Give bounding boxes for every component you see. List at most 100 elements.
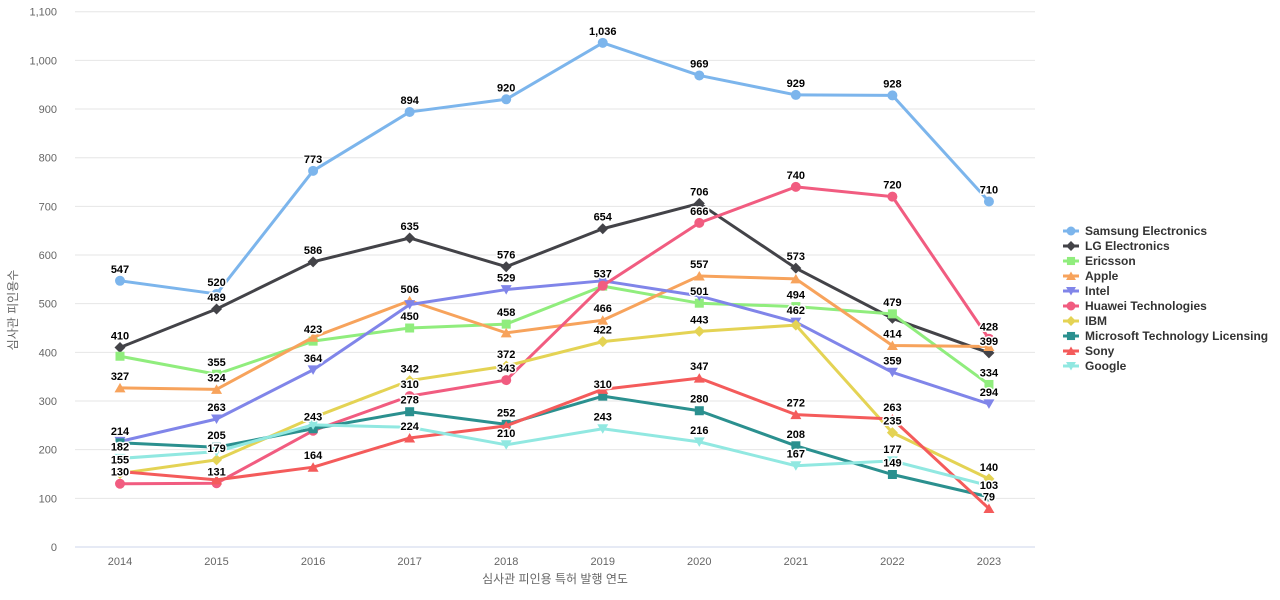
data-label: 131 (207, 466, 225, 478)
data-point-marker (790, 181, 801, 192)
data-point-marker (598, 391, 608, 401)
data-label: 557 (690, 259, 708, 271)
data-point-marker (886, 414, 898, 424)
y-tick-label: 200 (39, 445, 57, 457)
data-label: 182 (111, 441, 129, 453)
data-point-marker (404, 375, 416, 387)
data-point-marker (114, 453, 126, 464)
data-label: 654 (594, 212, 613, 224)
data-point-marker (405, 323, 415, 333)
data-label: 422 (594, 325, 612, 337)
data-label: 520 (207, 277, 225, 289)
data-label: 537 (594, 269, 612, 281)
series-line (118, 185, 991, 486)
x-tick-label: 2018 (494, 556, 518, 568)
x-tick-label: 2022 (880, 556, 904, 568)
data-label: 347 (690, 361, 708, 373)
data-point-marker (500, 440, 512, 450)
data-point-marker (1066, 331, 1076, 341)
legend-item-label: Apple (1085, 269, 1119, 283)
data-label: 359 (883, 355, 901, 367)
legend-item-samsung-electronics[interactable]: Samsung Electronics (1063, 224, 1207, 238)
series-line (118, 201, 991, 355)
data-label: 399 (980, 336, 998, 348)
data-point-marker (693, 437, 705, 447)
y-tick-label: 300 (39, 396, 57, 408)
data-label: 252 (497, 407, 515, 419)
data-point-marker (984, 492, 994, 502)
data-label: 489 (207, 292, 225, 304)
data-label: 327 (111, 371, 129, 383)
data-point-marker (501, 94, 512, 105)
legend-item-ibm[interactable]: IBM (1063, 314, 1107, 328)
data-point-marker (694, 298, 704, 308)
x-tick-label: 2014 (108, 556, 132, 568)
y-tick-label: 700 (39, 201, 57, 213)
data-point-marker (211, 288, 222, 299)
data-point-marker (983, 341, 995, 352)
data-label: 920 (497, 82, 515, 94)
data-point-marker (1066, 286, 1076, 296)
data-point-marker (500, 327, 512, 338)
legend-item-ericsson[interactable]: Ericsson (1063, 254, 1136, 268)
data-label: 576 (497, 250, 515, 262)
data-label: 210 (497, 428, 515, 440)
data-label: 214 (111, 426, 130, 438)
legend-item-lg-electronics[interactable]: LG Electronics (1063, 239, 1170, 253)
x-tick-label: 2023 (977, 556, 1001, 568)
data-label: 720 (883, 180, 901, 192)
data-point-marker (404, 391, 415, 402)
data-point-marker (1066, 301, 1076, 311)
data-point-marker (307, 420, 319, 430)
data-label: 310 (594, 379, 612, 391)
legend-item-google[interactable]: Google (1063, 359, 1127, 373)
legend-item-sony[interactable]: Sony (1063, 344, 1115, 358)
data-label: 1,036 (589, 26, 617, 38)
data-point-marker (1066, 316, 1076, 326)
x-tick-label: 2021 (784, 556, 808, 568)
series-lg-electronics (114, 197, 995, 359)
series-apple (114, 270, 995, 394)
legend-item-microsoft-technology-licensing[interactable]: Microsoft Technology Licensing (1063, 329, 1268, 343)
data-point-marker (597, 315, 609, 325)
data-point-marker (115, 275, 125, 286)
data-point-marker (114, 466, 126, 477)
legend-item-label: Ericsson (1085, 254, 1136, 268)
y-tick-label: 1,100 (29, 7, 57, 19)
data-label: 205 (207, 430, 225, 442)
data-point-marker (211, 454, 223, 466)
data-point-marker (404, 232, 416, 244)
legend-item-huawei-technologies[interactable]: Huawei Technologies (1063, 299, 1207, 313)
data-point-marker (790, 89, 801, 100)
data-point-marker (211, 474, 223, 485)
data-point-marker (597, 223, 609, 235)
data-point-marker (211, 303, 223, 315)
data-point-marker (983, 333, 994, 344)
data-label: 529 (497, 273, 515, 285)
data-point-marker (500, 285, 512, 295)
series-line (118, 41, 991, 296)
data-label: 177 (883, 444, 901, 456)
y-tick-label: 800 (39, 153, 57, 165)
data-label: 263 (207, 402, 225, 414)
data-point-marker (887, 90, 898, 101)
data-label: 343 (497, 363, 515, 375)
data-point-marker (307, 256, 319, 268)
data-point-marker (790, 409, 802, 420)
data-label: 740 (787, 170, 805, 182)
legend-item-label: LG Electronics (1085, 239, 1170, 253)
data-point-marker (791, 441, 801, 451)
series-line (118, 274, 991, 391)
data-point-marker (886, 367, 898, 378)
data-label: 450 (400, 311, 418, 323)
data-label: 149 (883, 457, 901, 469)
y-tick-label: 400 (39, 347, 57, 359)
data-label: 243 (594, 412, 612, 424)
data-label: 410 (111, 330, 129, 342)
data-label: 547 (111, 264, 129, 276)
legend-item-apple[interactable]: Apple (1063, 269, 1119, 283)
legend-item-intel[interactable]: Intel (1063, 284, 1110, 298)
data-point-marker (1066, 256, 1076, 266)
data-label: 280 (690, 394, 708, 406)
